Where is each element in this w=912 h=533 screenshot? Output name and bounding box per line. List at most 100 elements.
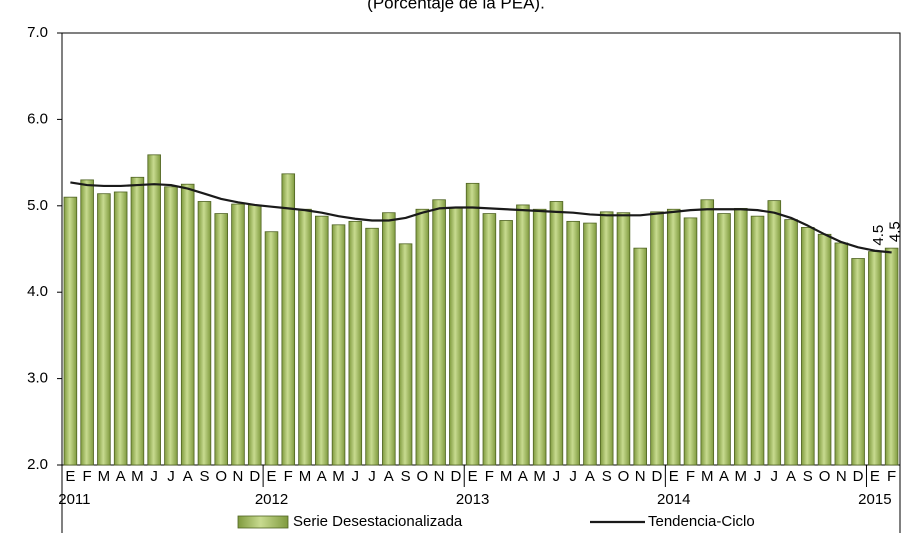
chart-title: (Porcentaje de la PEA). <box>367 0 545 12</box>
bar <box>180 183 195 466</box>
bar <box>851 258 865 466</box>
x-tick-label: D <box>853 468 864 485</box>
x-tick-label: E <box>266 468 276 485</box>
x-tick-label: F <box>485 468 494 485</box>
bar <box>465 182 480 466</box>
bar <box>231 203 245 466</box>
x-tick-label: A <box>183 468 193 485</box>
x-tick-label: D <box>249 468 260 485</box>
bar <box>482 213 497 466</box>
x-tick-label: A <box>786 468 796 485</box>
y-tick-label: 7.0 <box>27 24 48 41</box>
bar <box>801 226 815 466</box>
x-tick-label: F <box>686 468 695 485</box>
bar <box>398 243 413 466</box>
bar <box>264 231 279 466</box>
bar <box>616 212 631 466</box>
bar <box>315 215 329 466</box>
bar <box>348 220 363 466</box>
x-tick-label: M <box>701 468 714 485</box>
bar <box>734 207 748 466</box>
legend-label: Tendencia-Ciclo <box>648 513 755 530</box>
bar <box>415 208 430 466</box>
bar <box>80 179 94 466</box>
bar <box>750 215 765 466</box>
x-tick-label: F <box>284 468 293 485</box>
x-tick-label: S <box>401 468 411 485</box>
x-tick-label: D <box>450 468 461 485</box>
x-tick-label: N <box>434 468 445 485</box>
bar <box>97 193 111 466</box>
x-tick-label: J <box>150 468 158 485</box>
x-tick-label: A <box>585 468 595 485</box>
x-tick-label: J <box>352 468 360 485</box>
x-tick-label: J <box>754 468 762 485</box>
x-tick-label: J <box>368 468 376 485</box>
bar <box>147 154 161 466</box>
bar <box>884 247 899 466</box>
bar <box>834 242 849 466</box>
bar <box>566 220 580 466</box>
x-tick-label: M <box>332 468 345 485</box>
bar <box>583 222 597 466</box>
x-tick-label: A <box>384 468 394 485</box>
x-tick-label: S <box>602 468 612 485</box>
bar <box>113 191 128 466</box>
bar <box>784 219 798 466</box>
x-tick-label: F <box>887 468 896 485</box>
trend-line <box>70 181 892 254</box>
x-tick-label: N <box>836 468 847 485</box>
bar <box>717 213 731 466</box>
bar <box>817 233 832 466</box>
bar <box>197 201 212 466</box>
data-label: 4.5 <box>870 225 887 246</box>
x-tick-label: O <box>618 468 630 485</box>
bar <box>247 204 262 466</box>
x-tick-label: M <box>299 468 312 485</box>
bar <box>549 201 564 466</box>
x-tick-label: O <box>819 468 831 485</box>
x-tick-label: J <box>771 468 779 485</box>
y-tick-label: 2.0 <box>27 456 48 473</box>
bar <box>700 199 715 466</box>
x-tick-label: M <box>131 468 144 485</box>
x-tick-label: M <box>735 468 748 485</box>
x-tick-label: J <box>569 468 577 485</box>
bar <box>214 213 228 466</box>
bar <box>666 208 681 466</box>
x-tick-label: E <box>870 468 880 485</box>
bar <box>633 247 647 466</box>
bar <box>63 196 78 466</box>
bar <box>767 200 782 466</box>
bar <box>650 211 664 466</box>
bar <box>382 212 396 466</box>
x-tick-label: F <box>83 468 92 485</box>
bar <box>683 217 698 466</box>
y-tick-label: 6.0 <box>27 110 48 127</box>
y-tick-label: 4.0 <box>27 283 48 300</box>
data-label: 4.5 <box>887 221 904 242</box>
bar <box>599 211 614 466</box>
legend-swatch <box>237 515 289 529</box>
x-tick-label: A <box>719 468 729 485</box>
bar <box>868 251 882 466</box>
bar <box>298 208 312 466</box>
x-tick-label: N <box>233 468 244 485</box>
x-tick-label: A <box>518 468 528 485</box>
x-tick-label: S <box>803 468 813 485</box>
bar <box>164 186 178 466</box>
bar <box>532 208 547 466</box>
bar <box>331 224 346 466</box>
year-label: 2013 <box>456 491 489 508</box>
x-tick-label: O <box>215 468 227 485</box>
plot-frame <box>61 32 901 466</box>
x-tick-label: O <box>417 468 429 485</box>
year-label: 2012 <box>255 491 288 508</box>
x-tick-label: M <box>98 468 111 485</box>
x-tick-label: J <box>167 468 175 485</box>
x-tick-label: D <box>652 468 663 485</box>
x-tick-label: J <box>553 468 561 485</box>
x-tick-label: M <box>533 468 546 485</box>
